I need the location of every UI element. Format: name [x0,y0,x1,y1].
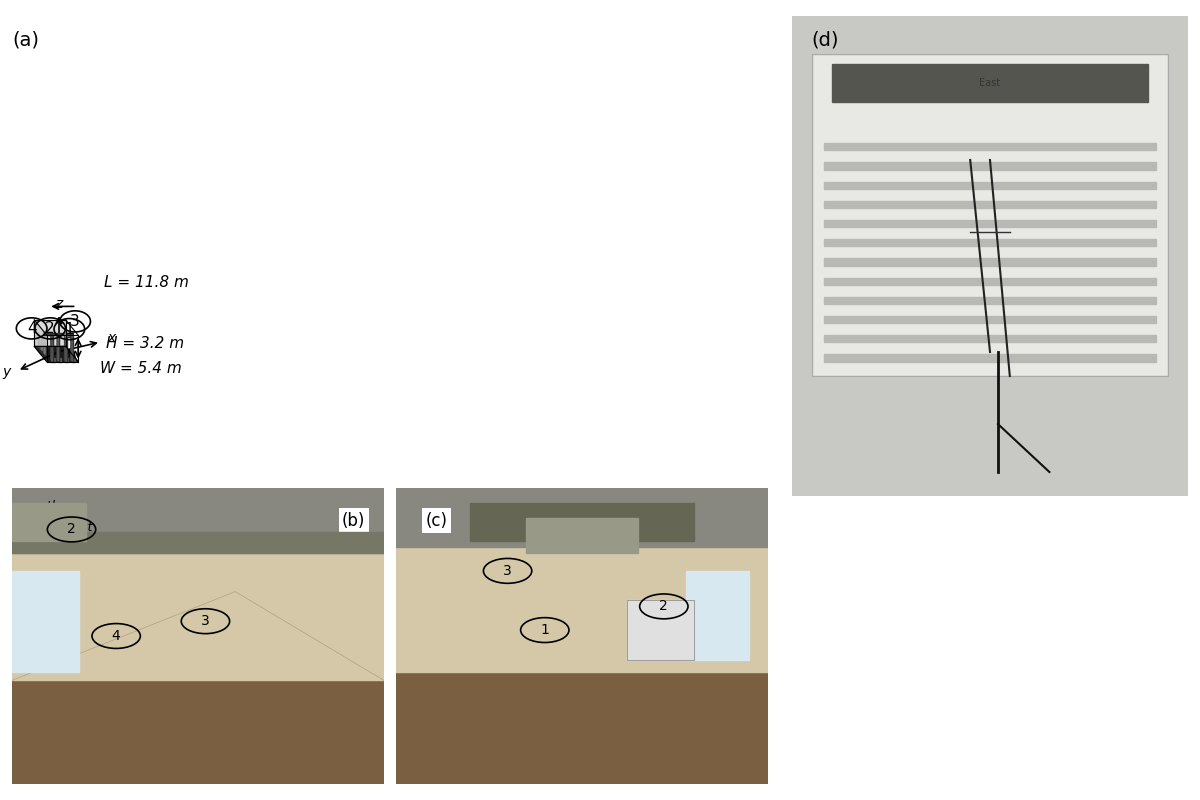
Polygon shape [12,488,384,680]
Polygon shape [823,335,1157,342]
Polygon shape [823,258,1157,266]
Text: north: north [26,500,60,513]
Polygon shape [35,346,78,362]
Text: 3: 3 [503,564,512,578]
Text: south: south [26,542,61,554]
Polygon shape [72,336,73,361]
Polygon shape [792,16,1188,496]
Polygon shape [396,488,768,671]
Polygon shape [823,278,1157,285]
Text: 1: 1 [540,623,550,637]
Text: L = 11.8 m: L = 11.8 m [103,275,188,290]
Polygon shape [823,162,1157,170]
Text: 4: 4 [112,629,120,643]
Text: (c): (c) [426,512,448,530]
Polygon shape [35,320,66,346]
Text: (b): (b) [342,512,365,530]
Polygon shape [823,316,1157,323]
Text: 2: 2 [46,321,55,336]
Polygon shape [52,358,55,362]
Text: H = 3.2 m: H = 3.2 m [106,336,184,351]
Polygon shape [65,358,68,362]
Polygon shape [12,488,384,553]
Polygon shape [823,182,1157,189]
Polygon shape [52,336,53,361]
Polygon shape [811,54,1169,376]
Polygon shape [38,332,40,347]
Text: 3: 3 [71,314,80,329]
Text: west: west [64,521,94,534]
Text: y: y [2,365,11,378]
Polygon shape [527,518,638,553]
Polygon shape [823,354,1157,362]
Polygon shape [43,339,46,354]
Polygon shape [12,503,86,542]
Polygon shape [65,333,66,337]
Polygon shape [823,201,1157,208]
Polygon shape [58,336,59,361]
Polygon shape [35,320,47,362]
Polygon shape [58,358,61,362]
Polygon shape [470,503,694,542]
Polygon shape [66,336,67,361]
Polygon shape [41,336,42,351]
Text: (a): (a) [12,30,38,50]
Text: 2: 2 [67,522,76,537]
Polygon shape [823,220,1157,227]
Polygon shape [823,297,1157,304]
Polygon shape [686,571,749,660]
Polygon shape [396,671,768,784]
Text: 3: 3 [202,614,210,628]
Polygon shape [823,239,1157,246]
Text: x: x [108,331,116,345]
Text: 4: 4 [26,321,36,336]
Text: 1: 1 [65,322,74,337]
Polygon shape [626,601,694,660]
Polygon shape [823,143,1157,150]
Polygon shape [832,64,1148,102]
Polygon shape [66,334,71,337]
Polygon shape [44,333,73,334]
Polygon shape [396,488,768,547]
Text: 2: 2 [660,599,668,614]
Polygon shape [12,533,384,553]
Text: W = 5.4 m: W = 5.4 m [100,361,181,376]
Polygon shape [12,571,79,671]
Text: (d): (d) [811,30,839,50]
Text: z: z [55,298,62,311]
Text: East: East [979,78,1001,88]
Polygon shape [72,358,74,362]
Polygon shape [12,680,384,784]
